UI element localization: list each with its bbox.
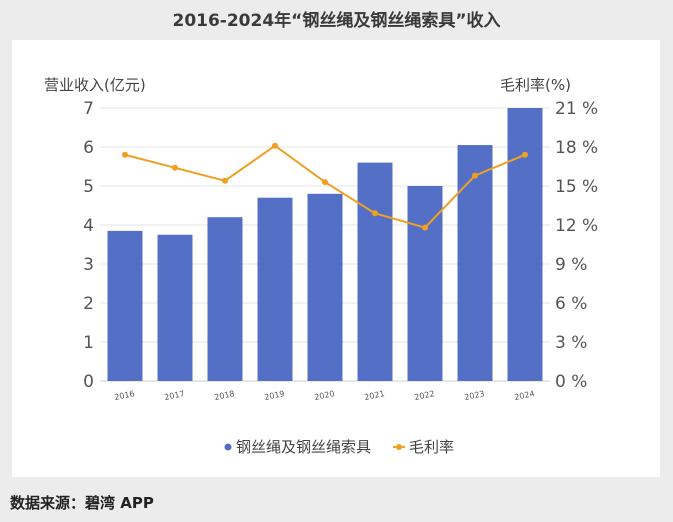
margin-point xyxy=(222,177,228,184)
right-tick-label: 0 % xyxy=(555,372,587,392)
legend: 钢丝绳及钢丝绳索具 毛利率 xyxy=(224,438,454,456)
x-tick-label: 2019 xyxy=(264,389,286,402)
data-source: 数据来源：碧湾 APP xyxy=(10,494,154,512)
bar xyxy=(507,108,543,381)
left-axis-title: 营业收入(亿元) xyxy=(44,76,146,94)
x-tick-label: 2023 xyxy=(464,389,486,402)
margin-point xyxy=(472,172,478,179)
x-tick-label: 2021 xyxy=(364,389,386,402)
left-tick-label: 0 xyxy=(83,372,94,392)
bar xyxy=(107,230,143,381)
right-axis-ticks: 0 % 3 % 6 % 9 % 12 % 15 % 18 % 21 % xyxy=(555,99,598,392)
line-series xyxy=(122,142,528,231)
margin-point xyxy=(122,151,128,158)
margin-point xyxy=(272,142,278,149)
left-tick-label: 7 xyxy=(83,99,94,119)
x-tick-label: 2018 xyxy=(214,389,236,402)
legend-label-line: 毛利率 xyxy=(409,438,454,456)
legend-marker-bars xyxy=(224,443,232,451)
chart-title: 2016-2024年“钢丝绳及钢丝绳索具”收入 xyxy=(172,11,501,31)
x-axis-ticks: 2016 2017 2018 2019 2020 2021 2022 2023 2024 xyxy=(114,389,536,402)
chart-panel: 0 1 2 3 4 5 6 7 0 % 3 % 6 % 9 % 12 % 15 % 18 % 21 % 20… xyxy=(12,40,660,477)
left-tick-label: 2 xyxy=(83,294,94,314)
right-tick-label: 9 % xyxy=(555,255,587,275)
right-tick-label: 6 % xyxy=(555,294,587,314)
x-tick-label: 2016 xyxy=(114,389,136,402)
left-tick-label: 6 xyxy=(83,138,94,158)
right-axis-title: 毛利率(%) xyxy=(500,76,571,94)
legend-label-bars: 钢丝绳及钢丝绳索具 xyxy=(236,438,371,456)
left-axis-ticks: 0 1 2 3 4 5 6 7 xyxy=(83,99,94,392)
margin-point xyxy=(422,224,428,231)
margin-point xyxy=(172,164,178,171)
right-tick-label: 18 % xyxy=(555,138,598,158)
bar xyxy=(457,145,493,381)
bar xyxy=(157,234,193,381)
left-tick-label: 1 xyxy=(83,333,94,353)
x-tick-label: 2020 xyxy=(314,389,336,402)
right-tick-label: 21 % xyxy=(555,99,598,119)
bar xyxy=(307,193,343,381)
right-tick-label: 3 % xyxy=(555,333,587,353)
bar xyxy=(257,197,293,381)
x-tick-label: 2017 xyxy=(164,389,186,402)
left-tick-label: 5 xyxy=(83,177,94,197)
legend-marker-point xyxy=(396,444,402,450)
left-tick-label: 3 xyxy=(83,255,94,275)
left-tick-label: 4 xyxy=(83,216,94,236)
combo-chart: 0 1 2 3 4 5 6 7 0 % 3 % 6 % 9 % 12 % 15 % 18 % 21 % 20… xyxy=(44,76,598,456)
right-tick-label: 12 % xyxy=(555,216,598,236)
x-tick-label: 2024 xyxy=(514,389,536,402)
right-tick-label: 15 % xyxy=(555,177,598,197)
bar xyxy=(357,162,393,381)
bar-series xyxy=(107,108,543,381)
margin-point xyxy=(322,179,328,186)
margin-point xyxy=(372,210,378,217)
margin-point xyxy=(522,151,528,158)
bar xyxy=(407,186,443,381)
bar xyxy=(207,217,243,381)
x-tick-label: 2022 xyxy=(414,389,436,402)
